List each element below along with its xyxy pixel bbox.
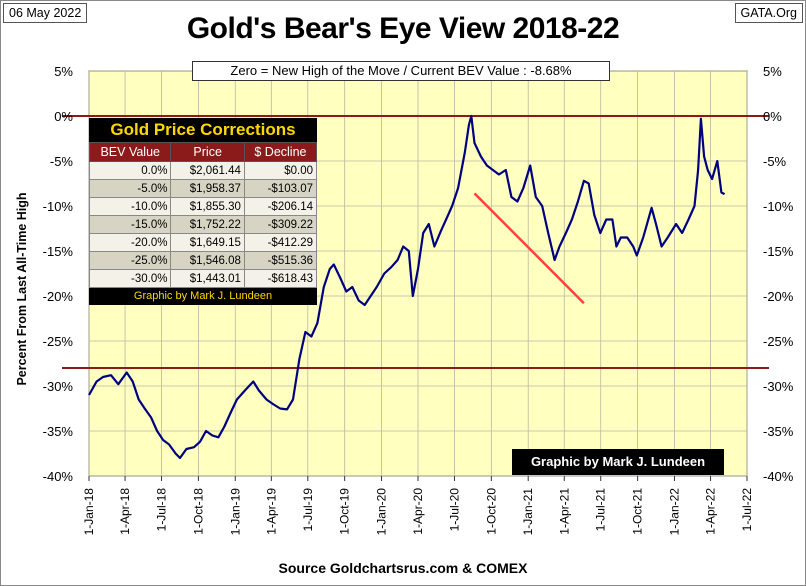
x-tick-label: 1-Jan-20 bbox=[375, 488, 389, 536]
y-axis-left: 5% 0% -5% -10% -15% -20% -25% -30% -35% -40% bbox=[43, 64, 74, 484]
bev-cell: -25.0% bbox=[88, 251, 172, 270]
x-tick-label: 1-Jan-21 bbox=[521, 488, 535, 536]
x-tick-label: 1-Jan-22 bbox=[667, 488, 681, 536]
x-tick-label: 1-Apr-19 bbox=[264, 488, 278, 535]
x-axis: 1-Jan-18 1-Apr-18 1-Jul-18 1-Oct-18 1-Jan-19… bbox=[82, 476, 754, 535]
decline-cell: -$103.07 bbox=[243, 179, 318, 198]
decline-cell: -$412.29 bbox=[243, 233, 318, 252]
y-tick-label-left: 0% bbox=[54, 109, 73, 124]
y-tick-label-left: 5% bbox=[54, 64, 73, 79]
y-tick-label-right: -25% bbox=[763, 334, 794, 349]
y-tick-label-left: -10% bbox=[43, 199, 74, 214]
trend-line bbox=[473, 192, 585, 305]
decline-cell: -$206.14 bbox=[243, 197, 318, 216]
table-row: -25.0% $1,546.08 -$515.36 bbox=[88, 251, 318, 270]
source-footer: Source Goldchartsrus.com & COMEX bbox=[278, 560, 528, 576]
y-tick-label-right: -10% bbox=[763, 199, 794, 214]
y-tick-label-left: -30% bbox=[43, 379, 74, 394]
date-label: 06 May 2022 bbox=[3, 3, 88, 23]
decline-cell: -$515.36 bbox=[243, 251, 318, 270]
x-tick-label: 1-Oct-20 bbox=[484, 488, 498, 535]
y-tick-label-right: -40% bbox=[763, 469, 794, 484]
x-tick-label: 1-Jan-18 bbox=[82, 488, 96, 536]
table-row: -15.0% $1,752.22 -$309.22 bbox=[88, 215, 318, 234]
bev-cell: -30.0% bbox=[88, 269, 172, 288]
x-tick-label: 1-Jan-19 bbox=[228, 488, 242, 536]
corrections-panel: Gold Price Corrections BEV Value Price $… bbox=[88, 118, 318, 305]
reference-lines bbox=[62, 115, 769, 369]
y-tick-label-right: -15% bbox=[763, 244, 794, 259]
bev-cell: -20.0% bbox=[88, 233, 172, 252]
chart-subtitle: Zero = New High of the Move / Current BE… bbox=[192, 61, 610, 81]
decline-cell: -$309.22 bbox=[243, 215, 318, 234]
y-axis-right: 5% 0% -5% -10% -15% -20% -25% -30% -35% -40% bbox=[763, 64, 794, 484]
table-row: -30.0% $1,443.01 -$618.43 bbox=[88, 269, 318, 288]
y-tick-label-left: -15% bbox=[43, 244, 74, 259]
x-tick-label: 1-Apr-21 bbox=[557, 488, 571, 535]
y-tick-label-right: 0% bbox=[763, 109, 782, 124]
y-tick-label-right: 5% bbox=[763, 64, 782, 79]
chart-title: Gold's Bear's Eye View 2018-22 bbox=[186, 12, 620, 45]
x-tick-label: 1-Jul-22 bbox=[740, 488, 754, 532]
trend-group bbox=[473, 192, 585, 305]
y-tick-label-left: -20% bbox=[43, 289, 74, 304]
table-row: -20.0% $1,649.15 -$412.29 bbox=[88, 233, 318, 252]
bev-cell: -10.0% bbox=[88, 197, 172, 216]
x-tick-label: 1-Apr-20 bbox=[411, 488, 425, 535]
price-cell: $1,855.30 bbox=[170, 197, 245, 216]
series-group bbox=[88, 114, 726, 460]
y-tick-label-left: -5% bbox=[50, 154, 74, 169]
price-cell: $1,649.15 bbox=[170, 233, 245, 252]
bev-cell: 0.0% bbox=[88, 161, 172, 180]
x-tick-label: 1-Jul-18 bbox=[155, 488, 169, 532]
y-tick-label-right: -30% bbox=[763, 379, 794, 394]
y-tick-label-right: -5% bbox=[763, 154, 787, 169]
decline-cell: $0.00 bbox=[243, 161, 318, 180]
bev-cell: -5.0% bbox=[88, 179, 172, 198]
table-row: -10.0% $1,855.30 -$206.14 bbox=[88, 197, 318, 216]
y-tick-label-left: -40% bbox=[43, 469, 74, 484]
x-tick-label: 1-Jul-20 bbox=[447, 488, 461, 532]
y-tick-label-right: -20% bbox=[763, 289, 794, 304]
x-tick-label: 1-Jul-19 bbox=[301, 488, 315, 532]
price-cell: $2,061.44 bbox=[170, 161, 245, 180]
x-tick-label: 1-Oct-19 bbox=[338, 488, 352, 535]
x-tick-label: 1-Oct-21 bbox=[631, 488, 645, 535]
header-price: Price bbox=[170, 142, 245, 162]
x-tick-label: 1-Jul-21 bbox=[594, 488, 608, 532]
decline-cell: -$618.43 bbox=[243, 269, 318, 288]
corrections-table: BEV Value Price $ Decline 0.0% $2,061.44 $… bbox=[88, 142, 318, 288]
corrections-credit: Graphic by Mark J. Lundeen bbox=[133, 290, 273, 302]
price-cell: $1,546.08 bbox=[170, 251, 245, 270]
table-row: -5.0% $1,958.37 -$103.07 bbox=[88, 179, 318, 198]
corrections-title: Gold Price Corrections bbox=[110, 120, 296, 139]
y-axis-title: Percent From Last All-Time High bbox=[15, 192, 29, 386]
series-line bbox=[88, 114, 726, 460]
org-label: GATA.Org bbox=[734, 3, 803, 23]
price-cell: $1,958.37 bbox=[170, 179, 245, 198]
credit-box: Graphic by Mark J. Lundeen bbox=[512, 449, 724, 475]
x-tick-label: 1-Oct-18 bbox=[191, 488, 205, 535]
y-tick-label-right: -35% bbox=[763, 424, 794, 439]
bev-cell: -15.0% bbox=[88, 215, 172, 234]
price-cell: $1,752.22 bbox=[170, 215, 245, 234]
table-row: 0.0% $2,061.44 $0.00 bbox=[88, 161, 318, 180]
header-decline: $ Decline bbox=[243, 142, 318, 162]
x-tick-label: 1-Apr-22 bbox=[704, 488, 718, 535]
y-tick-label-left: -35% bbox=[43, 424, 74, 439]
price-cell: $1,443.01 bbox=[170, 269, 245, 288]
y-tick-label-left: -25% bbox=[43, 334, 74, 349]
header-bev-value: BEV Value bbox=[88, 142, 172, 162]
x-tick-label: 1-Apr-18 bbox=[118, 488, 132, 535]
